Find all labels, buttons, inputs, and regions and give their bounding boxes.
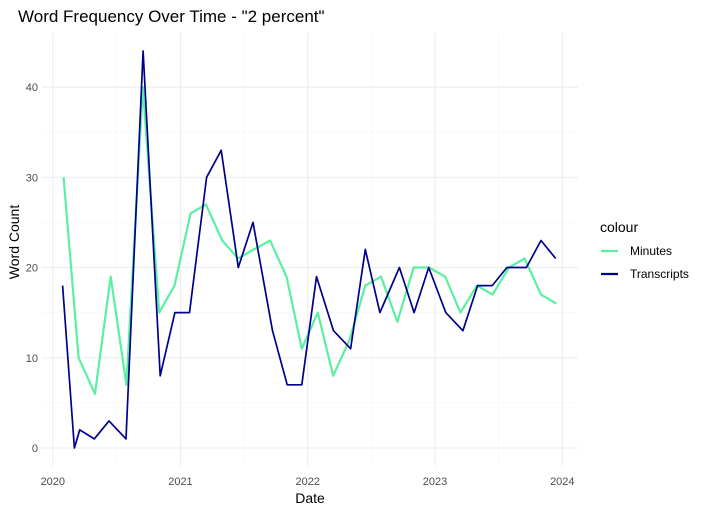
y-tick-label: 20 (26, 263, 38, 275)
legend: colour Minutes Transcripts (600, 219, 689, 281)
x-axis-title: Date (295, 490, 325, 506)
x-tick-label: 2020 (41, 476, 65, 488)
x-tick-label: 2023 (423, 476, 447, 488)
series-line-transcripts (61, 50, 557, 449)
series-line-minutes (62, 86, 557, 395)
x-tick-label: 2021 (168, 476, 192, 488)
grid (42, 33, 578, 466)
y-tick-label: 0 (32, 443, 38, 455)
x-tick-label: 2022 (295, 476, 319, 488)
legend-label-transcripts: Transcripts (630, 267, 689, 281)
chart-title: Word Frequency Over Time - "2 percent" (18, 7, 325, 26)
x-tick-label: 2024 (550, 476, 574, 488)
axes: 0 10 20 30 40 2020 2021 2022 2023 2024 (26, 82, 575, 488)
y-axis-title: Word Count (6, 205, 22, 280)
y-tick-label: 40 (26, 82, 38, 94)
legend-title: colour (600, 219, 638, 235)
legend-label-minutes: Minutes (630, 244, 672, 258)
y-tick-label: 10 (26, 353, 38, 365)
y-tick-label: 30 (26, 172, 38, 184)
series-lines (61, 50, 557, 449)
